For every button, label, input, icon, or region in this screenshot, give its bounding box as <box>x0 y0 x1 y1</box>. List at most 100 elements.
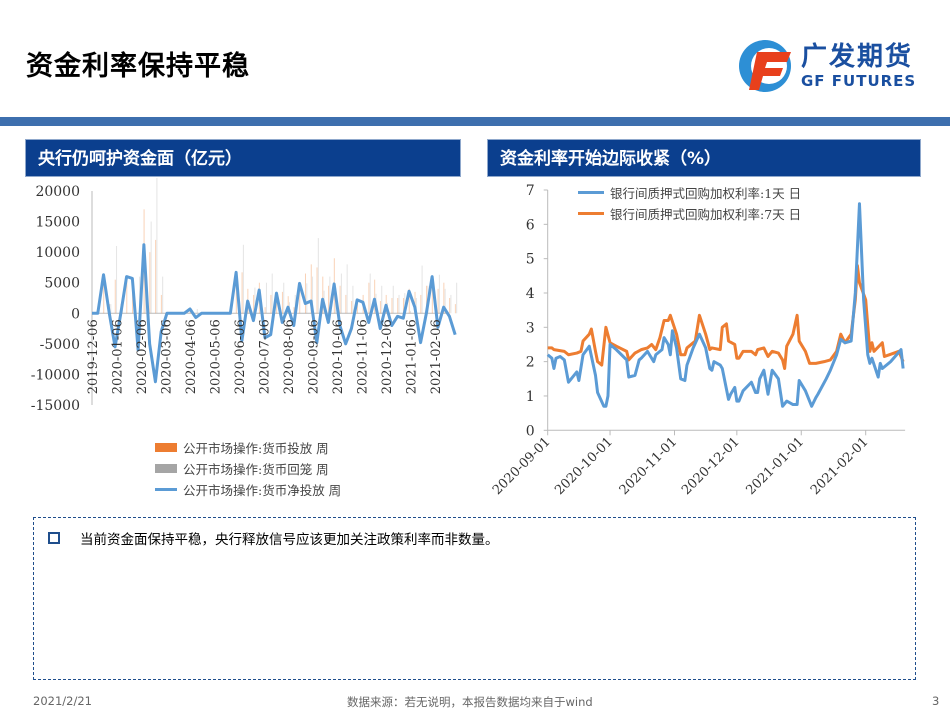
x-tick-label: 2020-01-06 <box>111 319 126 394</box>
x-tick-label: 2021-01-06 <box>405 319 420 394</box>
x-tick-label: 2020-12-06 <box>380 319 395 394</box>
y-tick-label: -15000 <box>31 398 80 414</box>
injection-bar <box>316 267 318 314</box>
injection-bar <box>155 239 157 314</box>
injection-bar <box>449 298 451 314</box>
x-tick-label: 2020-10-01 <box>552 435 616 499</box>
x-tick-label: 2020-11-06 <box>356 319 371 394</box>
logo: 广发期货 GF FUTURES <box>735 36 935 96</box>
logo-en: GF FUTURES <box>801 72 917 90</box>
y-tick-label: 3 <box>526 320 535 336</box>
legend-item-net: 公开市场操作:货币净投放 周 <box>155 479 341 500</box>
legend-label: 公开市场操作:货币投放 周 <box>183 441 329 456</box>
legend-item-withdrawal: 公开市场操作:货币回笼 周 <box>155 458 341 479</box>
injection-bar <box>241 272 243 314</box>
y-tick-label: 0 <box>526 423 535 439</box>
header-divider <box>0 117 950 126</box>
withdrawal-bar <box>381 285 383 314</box>
withdrawal-bar <box>329 276 331 314</box>
legend-label: 公开市场操作:货币净投放 周 <box>183 483 342 498</box>
injection-bar <box>304 273 306 314</box>
withdrawal-bar <box>340 273 342 314</box>
x-tick-label: 2020-11-01 <box>617 435 681 499</box>
page-title: 资金利率保持平稳 <box>26 51 250 82</box>
withdrawal-bar <box>196 309 198 314</box>
withdrawal-bar <box>162 276 164 314</box>
y-tick-label: 7 <box>526 183 535 199</box>
x-tick-label: 2020-03-06 <box>160 319 175 394</box>
injection-bar <box>420 294 422 314</box>
injection-bar <box>414 291 416 314</box>
injection-bar <box>299 283 301 314</box>
injection-bar <box>426 285 428 314</box>
withdrawal-bar <box>346 264 348 314</box>
x-tick-label: 2020-02-06 <box>135 319 150 394</box>
injection-bar <box>310 264 312 314</box>
withdrawal-bar <box>392 285 394 314</box>
withdrawal-bar <box>254 287 256 314</box>
withdrawal-bar <box>456 282 458 314</box>
withdrawal-bar <box>242 244 244 314</box>
gf-logo-icon <box>739 40 791 92</box>
injection-bar <box>149 252 151 314</box>
injection-bar <box>431 276 433 314</box>
injection-bar <box>160 294 162 314</box>
injection-bar <box>443 282 445 314</box>
legend-label: 银行间质押式回购加权利率:1天 日 <box>610 186 802 201</box>
withdrawal-bar <box>415 298 417 314</box>
injection-bar <box>253 294 255 314</box>
withdrawal-bar <box>110 304 112 314</box>
injection-bar <box>391 298 393 314</box>
x-tick-label: 2020-09-01 <box>490 435 554 499</box>
y-tick-label: 10000 <box>35 245 80 261</box>
y-tick-label: 15000 <box>35 215 80 231</box>
legend-swatch <box>578 212 604 215</box>
x-tick-label: 2020-04-06 <box>184 319 199 394</box>
y-tick-label: 6 <box>526 217 535 233</box>
note-box: 当前资金面保持平稳，央行释放信号应该更加关注政策利率而非数量。 <box>33 517 916 680</box>
legend-item-7d: 银行间质押式回购加权利率:7天 日 <box>578 203 801 224</box>
injection-bar <box>454 304 456 314</box>
legend-swatch <box>155 488 177 491</box>
injection-bar <box>339 285 341 314</box>
withdrawal-bar <box>156 178 158 314</box>
injection-bar <box>235 272 237 314</box>
x-tick-label: 2019-12-06 <box>86 319 101 394</box>
withdrawal-bar <box>421 265 423 314</box>
open-market-chart: 20000 15000 10000 5000 0 -5000 -10000 -15000 201… <box>31 178 458 414</box>
injection-bar <box>408 288 410 314</box>
left-legend: 公开市场操作:货币投放 周 公开市场操作:货币回笼 周 公开市场操作:货币净投放… <box>155 437 341 500</box>
x-tick-label: 2020-10-06 <box>331 319 346 394</box>
legend-item-1d: 银行间质押式回购加权利率:1天 日 <box>578 182 801 203</box>
injection-bar <box>379 301 381 314</box>
rate-1d-line <box>546 202 905 408</box>
y-tick-label: 20000 <box>35 184 80 200</box>
injection-bar <box>281 291 283 314</box>
injection-bar <box>402 298 404 314</box>
injection-bar <box>293 307 295 314</box>
withdrawal-bar <box>438 274 440 314</box>
rate-7d-line <box>547 264 905 371</box>
injection-bar <box>437 288 439 314</box>
withdrawal-bar <box>352 285 354 314</box>
x-tick-label: 2020-07-06 <box>258 319 273 394</box>
withdrawal-bar <box>306 283 308 314</box>
legend-label: 银行间质押式回购加权利率:7天 日 <box>610 207 802 222</box>
injection-bar <box>345 294 347 314</box>
x-tick-label: 2020-09-06 <box>307 319 322 394</box>
withdrawal-bar <box>150 221 152 314</box>
injection-bar <box>351 301 353 314</box>
x-tick-label: 2020-06-06 <box>233 319 248 394</box>
withdrawal-bar <box>139 276 141 314</box>
x-tick-label: 2020-05-06 <box>209 319 224 394</box>
y-tick-label: 1 <box>526 389 535 405</box>
injection-bar <box>126 276 128 314</box>
withdrawal-bar <box>116 246 118 314</box>
x-tick-label: 2021-01-01 <box>743 435 807 499</box>
injection-bar <box>368 282 370 314</box>
y-tick-label: 5 <box>526 252 535 268</box>
page-number: 3 <box>932 694 940 708</box>
withdrawal-bar <box>404 293 406 314</box>
